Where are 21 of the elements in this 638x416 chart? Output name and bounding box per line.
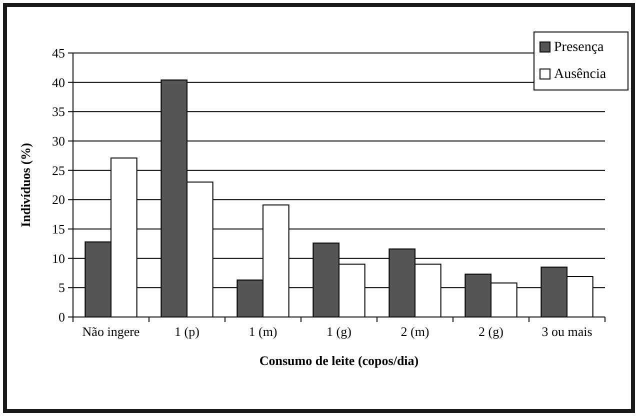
y-tick-label: 5 <box>58 280 65 296</box>
y-tick-label: 45 <box>52 46 65 61</box>
y-tick-label: 40 <box>52 74 65 90</box>
y-tick-label: 30 <box>52 134 65 149</box>
y-axis-title: Indivíduos (%) <box>18 142 33 228</box>
x-axis-title: Consumo de leite (copos/dia) <box>259 353 419 368</box>
x-tick-label: 1 (m) <box>248 324 278 339</box>
y-tick-label: 15 <box>52 222 65 237</box>
y-tick-label: 10 <box>52 250 65 266</box>
y-tick-label: 25 <box>52 162 65 178</box>
legend-label: Ausência <box>554 67 607 82</box>
x-tick-label: 2 (m) <box>400 324 430 339</box>
x-tick-label: 1 (g) <box>326 324 352 339</box>
x-tick-label: 3 ou mais <box>542 324 592 339</box>
x-tick-label: 1 (p) <box>174 324 200 339</box>
x-tick-label: 2 (g) <box>478 324 504 339</box>
legend-label: Presença <box>554 40 605 55</box>
y-tick-label: 20 <box>52 192 65 208</box>
y-tick-label: 0 <box>58 310 65 325</box>
x-tick-label: Não ingere <box>82 324 140 339</box>
y-tick-label: 35 <box>52 104 65 120</box>
